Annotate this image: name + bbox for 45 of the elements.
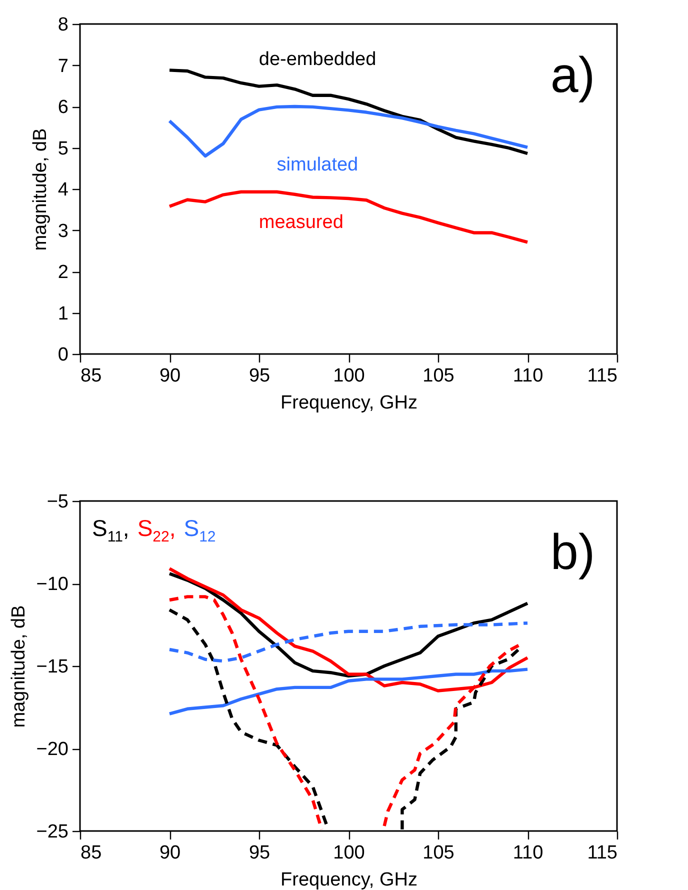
y-axis-title: magnitude, dB <box>8 605 30 728</box>
y-tick-label: −10 <box>36 574 68 595</box>
series-label: measured <box>258 212 344 233</box>
line-series <box>168 190 530 244</box>
text: S$_{12}$ <box>184 515 216 546</box>
y-tick-label: 3 <box>58 220 68 242</box>
x-tick-label: 100 <box>333 366 365 386</box>
text: S$_{11}$, <box>92 515 130 546</box>
x-tick-label: 85 <box>80 366 102 386</box>
x-tick-label: 95 <box>248 366 270 386</box>
x-axis-title: Frequency, GHz <box>280 870 418 890</box>
x-tick-label: 90 <box>159 366 181 386</box>
y-tick-label: 0 <box>58 344 68 366</box>
y-tick-label: −15 <box>36 656 68 678</box>
y-axis-title: magnitude, dB <box>30 128 51 251</box>
line-series <box>168 68 530 156</box>
x-tick-label: 95 <box>248 842 270 864</box>
y-tick-label: −5 <box>46 492 68 512</box>
series-label: de-embedded <box>258 49 376 70</box>
line-series <box>168 668 530 716</box>
x-tick-label: 105 <box>422 842 454 864</box>
x-tick-label: 110 <box>512 366 544 386</box>
y-tick-label: 4 <box>58 180 69 200</box>
y-tick-label: 7 <box>58 56 68 77</box>
line-series <box>168 104 530 158</box>
y-tick-label: 8 <box>58 14 68 36</box>
x-tick-label: 115 <box>587 366 618 386</box>
x-tick-label: 110 <box>512 842 544 864</box>
y-tick-label: −20 <box>36 739 68 760</box>
y-tick-label: 5 <box>58 138 68 160</box>
y-tick-label: 2 <box>58 262 68 283</box>
line-series <box>168 622 530 663</box>
annotation: b) <box>550 524 595 580</box>
x-tick-label: 105 <box>422 366 454 386</box>
x-tick-label: 100 <box>333 842 365 864</box>
annotation: a) <box>550 47 595 103</box>
x-tick-label: 85 <box>80 842 102 864</box>
x-tick-label: 90 <box>159 842 181 864</box>
y-tick-label: 1 <box>58 303 68 324</box>
series-label: S$_{22}$, <box>137 515 176 546</box>
x-axis-title: Frequency, GHz <box>280 392 418 414</box>
x-tick-label: 115 <box>587 842 618 864</box>
y-tick-label: 6 <box>58 97 68 118</box>
text: simulated <box>276 154 358 176</box>
y-tick-label: −25 <box>36 822 68 842</box>
